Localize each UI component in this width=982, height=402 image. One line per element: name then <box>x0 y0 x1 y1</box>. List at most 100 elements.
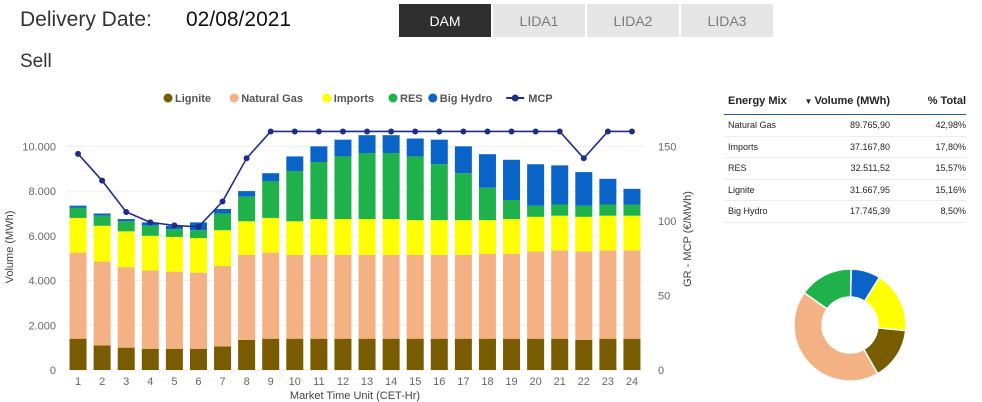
donut-slice[interactable] <box>803 268 852 310</box>
mcp-point[interactable] <box>291 128 298 135</box>
bar-segment[interactable] <box>141 225 159 236</box>
bar-segment[interactable] <box>454 338 472 370</box>
bar-segment[interactable] <box>117 231 135 268</box>
mcp-point[interactable] <box>339 128 346 135</box>
bar-segment[interactable] <box>262 173 280 182</box>
donut-slice[interactable] <box>793 291 879 382</box>
bar-segment[interactable] <box>503 200 521 220</box>
mcp-point[interactable] <box>75 150 82 157</box>
mcp-point[interactable] <box>243 155 250 162</box>
bar-segment[interactable] <box>575 205 593 217</box>
bar-segment[interactable] <box>69 217 87 253</box>
bar-segment[interactable] <box>454 220 472 255</box>
bar-segment[interactable] <box>454 146 472 174</box>
bar-segment[interactable] <box>382 135 400 154</box>
bar-segment[interactable] <box>238 196 256 222</box>
bar-segment[interactable] <box>214 346 232 370</box>
mcp-point[interactable] <box>508 128 515 135</box>
bar-segment[interactable] <box>478 154 496 188</box>
bar-segment[interactable] <box>310 219 328 255</box>
bar-segment[interactable] <box>93 225 111 262</box>
bar-segment[interactable] <box>406 338 424 370</box>
bar-segment[interactable] <box>334 139 352 157</box>
mcp-point[interactable] <box>147 219 154 226</box>
bar-segment[interactable] <box>599 215 617 251</box>
bar-segment[interactable] <box>551 204 569 216</box>
tab-lida3[interactable]: LIDA3 <box>681 4 773 37</box>
bar-segment[interactable] <box>334 156 352 220</box>
bar-segment[interactable] <box>527 164 545 206</box>
bar-segment[interactable] <box>189 230 207 239</box>
bar-segment[interactable] <box>310 146 328 163</box>
bar-segment[interactable] <box>599 338 617 370</box>
bar-segment[interactable] <box>406 220 424 255</box>
header-pct-total[interactable]: % Total <box>927 95 966 107</box>
bar-segment[interactable] <box>310 254 328 339</box>
mcp-point[interactable] <box>484 128 491 135</box>
bar-segment[interactable] <box>141 235 159 271</box>
bar-segment[interactable] <box>238 191 256 197</box>
bar-segment[interactable] <box>69 205 87 208</box>
bar-segment[interactable] <box>551 338 569 370</box>
bar-segment[interactable] <box>382 153 400 220</box>
bar-segment[interactable] <box>117 267 135 348</box>
bar-segment[interactable] <box>334 254 352 339</box>
bar-segment[interactable] <box>117 347 135 370</box>
bar-segment[interactable] <box>334 219 352 255</box>
table-row[interactable]: Lignite 31.667,95 15,16% <box>724 180 966 201</box>
bar-segment[interactable] <box>623 250 641 339</box>
bar-segment[interactable] <box>286 338 304 370</box>
header-energy-mix[interactable]: Energy Mix <box>728 95 787 107</box>
bar-segment[interactable] <box>478 253 496 339</box>
mcp-point[interactable] <box>99 177 106 184</box>
bar-segment[interactable] <box>358 219 376 255</box>
bar-segment[interactable] <box>599 250 617 339</box>
mcp-point[interactable] <box>388 128 395 135</box>
bar-segment[interactable] <box>310 338 328 370</box>
bar-segment[interactable] <box>406 254 424 339</box>
mcp-point[interactable] <box>267 128 274 135</box>
bar-segment[interactable] <box>503 219 521 254</box>
bar-segment[interactable] <box>575 216 593 252</box>
bar-segment[interactable] <box>117 221 135 232</box>
bar-segment[interactable] <box>93 345 111 370</box>
mcp-point[interactable] <box>171 222 178 229</box>
mcp-point[interactable] <box>532 128 539 135</box>
bar-segment[interactable] <box>93 261 111 346</box>
bar-segment[interactable] <box>575 339 593 370</box>
bar-segment[interactable] <box>623 215 641 251</box>
bar-segment[interactable] <box>478 187 496 221</box>
bar-segment[interactable] <box>551 215 569 251</box>
bar-segment[interactable] <box>141 270 159 349</box>
bar-segment[interactable] <box>93 213 111 216</box>
mcp-point[interactable] <box>604 128 611 135</box>
bar-segment[interactable] <box>262 252 280 339</box>
bar-segment[interactable] <box>527 251 545 339</box>
bar-segment[interactable] <box>527 338 545 370</box>
bar-segment[interactable] <box>551 250 569 339</box>
bar-segment[interactable] <box>430 139 448 165</box>
tab-lida2[interactable]: LIDA2 <box>587 4 679 37</box>
mcp-point[interactable] <box>412 128 419 135</box>
bar-segment[interactable] <box>141 348 159 370</box>
mcp-point[interactable] <box>556 128 563 135</box>
bar-segment[interactable] <box>503 253 521 339</box>
bar-segment[interactable] <box>358 338 376 370</box>
mcp-point[interactable] <box>580 155 587 162</box>
bar-segment[interactable] <box>406 156 424 221</box>
bar-segment[interactable] <box>503 159 521 201</box>
bar-segment[interactable] <box>430 220 448 255</box>
bar-segment[interactable] <box>575 172 593 206</box>
bar-segment[interactable] <box>623 204 641 216</box>
bar-segment[interactable] <box>165 271 183 349</box>
mcp-point[interactable] <box>123 208 130 215</box>
bar-segment[interactable] <box>430 338 448 370</box>
bar-segment[interactable] <box>286 170 304 222</box>
mcp-point[interactable] <box>628 128 635 135</box>
bar-segment[interactable] <box>69 207 87 218</box>
bar-segment[interactable] <box>262 181 280 218</box>
bar-segment[interactable] <box>454 254 472 339</box>
bar-segment[interactable] <box>117 219 135 222</box>
bar-segment[interactable] <box>189 238 207 273</box>
bar-segment[interactable] <box>527 216 545 252</box>
